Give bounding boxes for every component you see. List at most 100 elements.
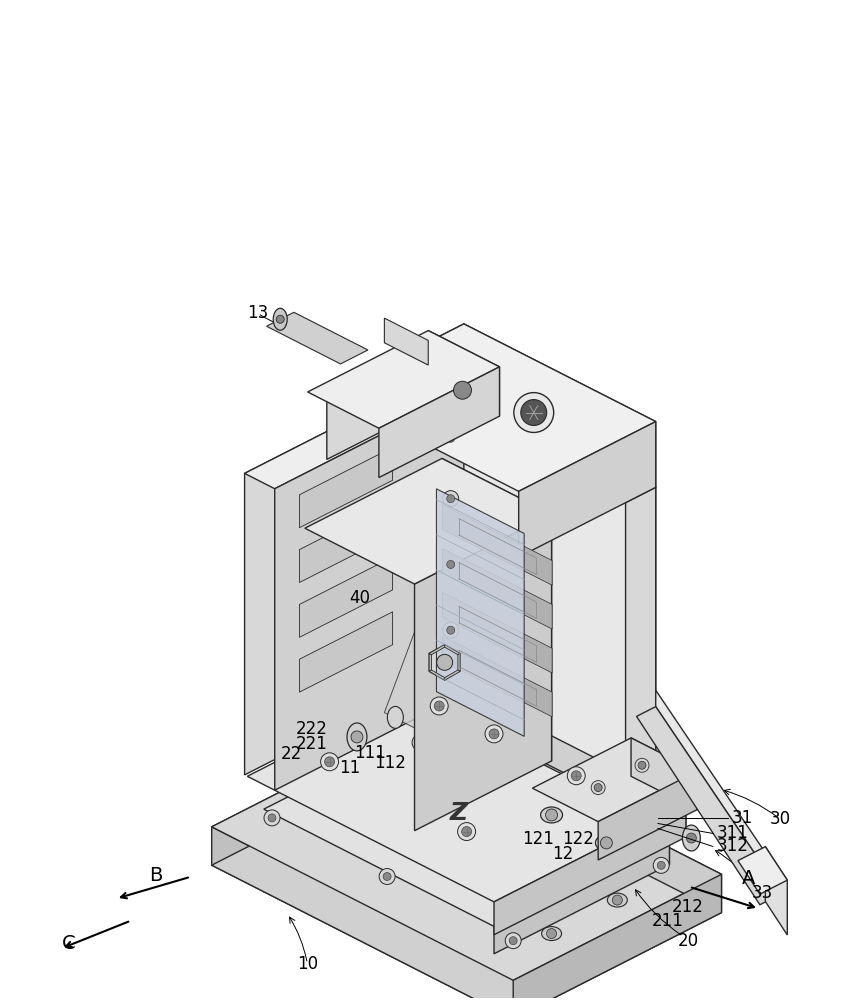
Circle shape bbox=[545, 809, 558, 821]
Polygon shape bbox=[267, 312, 368, 364]
Polygon shape bbox=[442, 458, 552, 761]
Polygon shape bbox=[442, 505, 552, 585]
Text: B: B bbox=[149, 866, 163, 885]
Circle shape bbox=[443, 430, 458, 446]
Circle shape bbox=[635, 758, 649, 772]
Polygon shape bbox=[212, 827, 513, 1000]
Polygon shape bbox=[766, 847, 787, 935]
Circle shape bbox=[412, 735, 428, 751]
Polygon shape bbox=[300, 502, 392, 583]
Circle shape bbox=[485, 725, 503, 743]
Polygon shape bbox=[513, 874, 722, 1000]
Circle shape bbox=[613, 895, 622, 905]
Circle shape bbox=[521, 400, 547, 425]
Circle shape bbox=[446, 626, 455, 634]
Polygon shape bbox=[434, 390, 656, 503]
Ellipse shape bbox=[347, 723, 367, 751]
Text: 22: 22 bbox=[281, 745, 302, 763]
Circle shape bbox=[430, 697, 448, 715]
Polygon shape bbox=[327, 324, 464, 459]
Polygon shape bbox=[428, 529, 527, 741]
Polygon shape bbox=[439, 679, 686, 837]
Text: A: A bbox=[742, 869, 755, 888]
Polygon shape bbox=[494, 837, 669, 954]
Polygon shape bbox=[379, 367, 500, 478]
Text: 11: 11 bbox=[339, 759, 361, 777]
Ellipse shape bbox=[541, 807, 563, 823]
Text: 20: 20 bbox=[678, 932, 699, 950]
Polygon shape bbox=[436, 376, 467, 693]
Circle shape bbox=[446, 560, 455, 568]
Text: 13: 13 bbox=[247, 304, 268, 322]
Circle shape bbox=[443, 491, 458, 507]
Circle shape bbox=[600, 837, 613, 849]
Polygon shape bbox=[429, 644, 460, 680]
Circle shape bbox=[638, 761, 646, 769]
Ellipse shape bbox=[595, 835, 617, 851]
Text: 12: 12 bbox=[553, 845, 574, 863]
Circle shape bbox=[457, 823, 475, 841]
Polygon shape bbox=[631, 738, 697, 810]
Text: 312: 312 bbox=[717, 837, 749, 855]
Polygon shape bbox=[598, 771, 697, 860]
Polygon shape bbox=[442, 549, 552, 629]
Circle shape bbox=[686, 833, 696, 843]
Polygon shape bbox=[519, 422, 656, 557]
Polygon shape bbox=[464, 324, 656, 487]
Polygon shape bbox=[656, 690, 782, 894]
Text: 40: 40 bbox=[349, 589, 371, 607]
Ellipse shape bbox=[542, 927, 561, 941]
Polygon shape bbox=[212, 721, 722, 980]
Polygon shape bbox=[264, 720, 669, 926]
Text: 212: 212 bbox=[672, 898, 704, 916]
Polygon shape bbox=[300, 557, 392, 637]
Circle shape bbox=[514, 393, 554, 432]
Circle shape bbox=[446, 434, 455, 442]
Polygon shape bbox=[436, 489, 524, 736]
Polygon shape bbox=[384, 551, 483, 763]
Polygon shape bbox=[300, 612, 392, 692]
Circle shape bbox=[264, 810, 280, 826]
Circle shape bbox=[594, 784, 602, 792]
Circle shape bbox=[506, 933, 522, 949]
Polygon shape bbox=[384, 318, 428, 365]
Polygon shape bbox=[245, 376, 436, 775]
Text: 10: 10 bbox=[297, 955, 318, 973]
Circle shape bbox=[436, 654, 452, 670]
Polygon shape bbox=[307, 331, 500, 428]
Circle shape bbox=[453, 381, 472, 399]
Polygon shape bbox=[212, 721, 420, 865]
Polygon shape bbox=[494, 804, 686, 935]
Circle shape bbox=[489, 729, 499, 739]
Circle shape bbox=[443, 556, 458, 572]
Polygon shape bbox=[245, 376, 467, 489]
Polygon shape bbox=[305, 458, 552, 584]
Polygon shape bbox=[625, 487, 656, 804]
Circle shape bbox=[443, 622, 458, 638]
Circle shape bbox=[325, 757, 334, 767]
Polygon shape bbox=[429, 653, 431, 671]
Text: 30: 30 bbox=[770, 810, 791, 828]
Circle shape bbox=[591, 781, 605, 795]
Circle shape bbox=[351, 731, 363, 743]
Circle shape bbox=[446, 374, 479, 406]
Text: 311: 311 bbox=[717, 824, 749, 842]
Polygon shape bbox=[464, 390, 656, 789]
Polygon shape bbox=[247, 679, 686, 902]
Text: Z: Z bbox=[449, 801, 468, 825]
Text: 222: 222 bbox=[295, 720, 327, 738]
Circle shape bbox=[383, 873, 391, 880]
Circle shape bbox=[547, 929, 556, 939]
Polygon shape bbox=[429, 670, 445, 680]
Ellipse shape bbox=[273, 308, 287, 330]
Text: 121: 121 bbox=[522, 830, 554, 848]
Polygon shape bbox=[533, 738, 697, 822]
Polygon shape bbox=[420, 721, 722, 913]
Polygon shape bbox=[434, 405, 625, 804]
Circle shape bbox=[268, 814, 276, 822]
Ellipse shape bbox=[387, 706, 403, 728]
Text: 31: 31 bbox=[732, 809, 754, 827]
Circle shape bbox=[446, 495, 455, 503]
Circle shape bbox=[657, 861, 665, 869]
Polygon shape bbox=[428, 331, 500, 416]
